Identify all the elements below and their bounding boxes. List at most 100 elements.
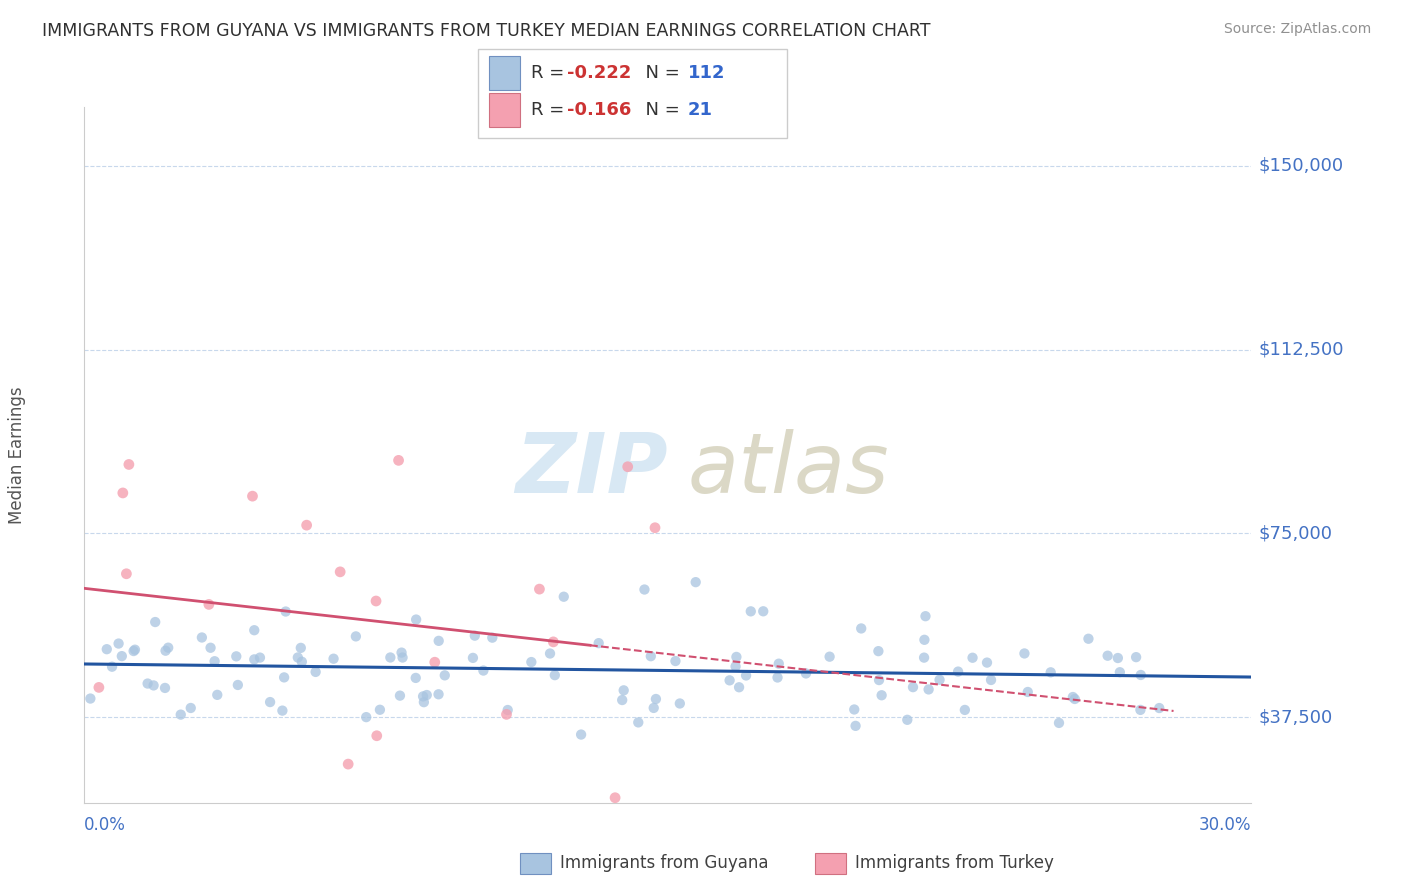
Point <box>200 640 222 655</box>
Point <box>544 668 567 682</box>
Point <box>412 690 434 704</box>
Text: 30.0%: 30.0% <box>1199 816 1251 834</box>
Point <box>329 565 352 579</box>
Point <box>204 654 226 668</box>
Point <box>259 695 281 709</box>
Point <box>118 458 141 472</box>
Point <box>740 604 762 618</box>
Point <box>553 590 575 604</box>
Point <box>122 644 145 658</box>
Point <box>427 633 450 648</box>
Point <box>124 642 146 657</box>
Point <box>735 668 758 682</box>
Point <box>368 703 391 717</box>
Point <box>980 673 1002 687</box>
Point <box>249 650 271 665</box>
Point <box>155 643 177 657</box>
Text: $112,500: $112,500 <box>1258 341 1344 359</box>
Text: IMMIGRANTS FROM GUYANA VS IMMIGRANTS FROM TURKEY MEDIAN EARNINGS CORRELATION CHA: IMMIGRANTS FROM GUYANA VS IMMIGRANTS FRO… <box>42 22 931 40</box>
Point <box>645 692 668 706</box>
Point <box>976 656 998 670</box>
Point <box>520 655 543 669</box>
Point <box>917 682 939 697</box>
Point <box>752 604 775 618</box>
Text: $37,500: $37,500 <box>1258 708 1333 726</box>
Text: 112: 112 <box>688 64 725 82</box>
Point <box>538 647 561 661</box>
Point <box>1125 650 1147 665</box>
Point <box>851 622 873 636</box>
Point <box>391 650 413 665</box>
Text: R =: R = <box>531 101 571 119</box>
Text: $75,000: $75,000 <box>1258 524 1333 542</box>
Point <box>1017 685 1039 699</box>
Point <box>427 687 450 701</box>
Point <box>481 631 503 645</box>
Text: $150,000: $150,000 <box>1258 157 1344 175</box>
Point <box>685 575 707 590</box>
Point <box>274 605 297 619</box>
Text: -0.222: -0.222 <box>567 64 631 82</box>
Point <box>612 693 634 707</box>
Point <box>912 632 935 647</box>
Point <box>725 649 748 664</box>
Point <box>229 809 252 823</box>
Point <box>354 710 377 724</box>
Point <box>243 624 266 638</box>
Point <box>364 594 387 608</box>
Point <box>844 702 866 716</box>
Point <box>461 651 484 665</box>
Point <box>633 582 655 597</box>
Text: 0.0%: 0.0% <box>84 816 127 834</box>
Point <box>180 701 202 715</box>
Point <box>870 688 893 702</box>
Point <box>901 680 924 694</box>
Point <box>290 640 312 655</box>
Point <box>111 486 134 500</box>
Point <box>603 790 626 805</box>
Point <box>226 678 249 692</box>
Text: Immigrants from Turkey: Immigrants from Turkey <box>855 855 1053 872</box>
Point <box>1077 632 1099 646</box>
Text: 21: 21 <box>688 101 713 119</box>
Point <box>143 615 166 629</box>
Point <box>472 664 495 678</box>
Text: Source: ZipAtlas.com: Source: ZipAtlas.com <box>1223 22 1371 37</box>
Point <box>1039 665 1062 680</box>
Point <box>225 649 247 664</box>
Text: atlas: atlas <box>688 429 889 510</box>
Point <box>423 655 446 669</box>
Point <box>271 704 294 718</box>
Point <box>291 655 314 669</box>
Point <box>868 644 890 658</box>
Point <box>718 673 741 688</box>
Point <box>405 671 427 685</box>
Text: R =: R = <box>531 64 571 82</box>
Point <box>337 757 360 772</box>
Point <box>768 657 790 671</box>
Point <box>198 598 221 612</box>
Point <box>1107 651 1129 665</box>
Point <box>794 666 817 681</box>
Point <box>170 707 193 722</box>
Point <box>644 521 666 535</box>
Point <box>115 566 138 581</box>
Point <box>640 649 662 664</box>
Point <box>136 676 159 690</box>
Point <box>242 489 264 503</box>
Point <box>405 613 427 627</box>
Point <box>79 691 101 706</box>
Point <box>896 713 918 727</box>
Text: Median Earnings: Median Earnings <box>8 386 25 524</box>
Point <box>287 650 309 665</box>
Point <box>953 703 976 717</box>
Point <box>868 673 890 687</box>
Point <box>464 629 486 643</box>
Point <box>669 697 692 711</box>
Point <box>243 652 266 666</box>
Point <box>416 688 439 702</box>
Point <box>387 453 409 467</box>
Point <box>344 629 367 643</box>
Point <box>101 659 124 673</box>
Point <box>1063 692 1085 706</box>
